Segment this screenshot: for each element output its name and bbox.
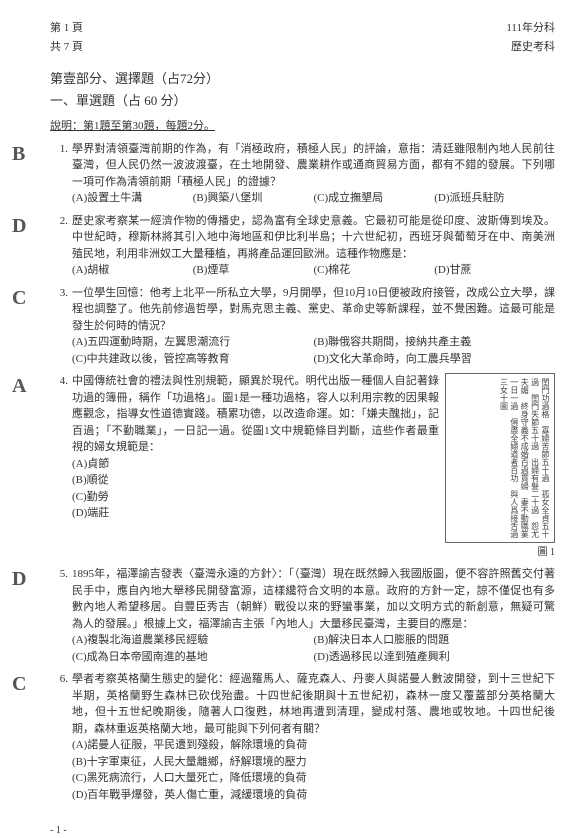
question-2: D 2. 歷史家考察某一經濟作物的傳播史，認為富有全球史意義。它最初可能是從印度… — [50, 213, 555, 279]
question-text: 一位學生回憶：他考上北平一所私立大學，9月開學，但10月10日便被政府接管，改成… — [72, 285, 555, 335]
year-line: 111年分科 — [506, 20, 555, 37]
question-text: 1895年，福澤諭吉發表〈臺灣永遠的方針〉：「（臺灣）現在既然歸入我國版圖，便不… — [72, 566, 555, 632]
question-number: 6. — [50, 671, 68, 688]
page-footer: - 1 - — [50, 823, 585, 838]
options-row: (A)設置土牛溝 (B)興築八堡圳 (C)成立撫墾局 (D)派班兵駐防 — [72, 190, 555, 207]
option-d: (D)百年戰爭爆發，英人傷亡重，減緩環境的負荷 — [72, 787, 555, 804]
question-number: 1. — [50, 141, 68, 158]
handwritten-answer: D — [12, 211, 26, 241]
options-row: (A)諾曼人征服，平民遭到殘殺，解除環境的負荷 (B)十字軍東征，人民大量離鄉，… — [72, 737, 555, 803]
sub-title: 一、單選題（占 60 分） — [50, 91, 555, 111]
handwritten-answer: D — [12, 564, 26, 594]
handwritten-answer: A — [12, 371, 26, 401]
option-d: (D)甘蔗 — [434, 262, 555, 279]
question-number: 4. — [50, 373, 68, 390]
option-a: (A)五四運動時期，左翼思潮流行 — [72, 334, 314, 351]
option-c: (C)中共建政以後，管控高等教育 — [72, 351, 314, 368]
option-d: (D)文化大革命時，向工農兵學習 — [314, 351, 556, 368]
question-1: B 1. 學界對清領臺灣前期的作為，有「消極政府，積極人民」的評論，意指：清廷雖… — [50, 141, 555, 207]
figure-1-label: 圖 1 — [445, 545, 555, 560]
header-row-1: 第 1 頁 111年分科 — [50, 20, 555, 37]
option-c: (C)成為日本帝國南進的基地 — [72, 649, 314, 666]
figure-1-box: 閨門功過格 寡婦苦節五十過 孤女全貞五十過 閨門失節五十過 出婦有髮二十過 怨尤… — [445, 373, 555, 543]
options-row: (A)胡椒 (B)煙草 (C)棉花 (D)甘蔗 — [72, 262, 555, 279]
option-a: (A)胡椒 — [72, 262, 193, 279]
page-total: 共 7 頁 — [50, 39, 83, 56]
option-b: (B)煙草 — [193, 262, 314, 279]
options-row: (A)複製北海道農業移民經驗 (B)解決日本人口膨脹的問題 (C)成為日本帝國南… — [72, 632, 555, 665]
option-b: (B)十字軍東征，人民大量離鄉，紓解環境的壓力 — [72, 754, 555, 771]
page-container: 第 1 頁 111年分科 共 7 頁 歷史考科 第壹部分、選擇題（占72分） 一… — [0, 0, 585, 819]
question-text: 歷史家考察某一經濟作物的傳播史，認為富有全球史意義。它最初可能是從印度、波斯傳到… — [72, 213, 555, 263]
option-c: (C)黑死病流行，人口大量死亡，降低環境的負荷 — [72, 770, 555, 787]
option-a: (A)貞節 — [72, 456, 439, 473]
option-a: (A)諾曼人征服，平民遭到殘殺，解除環境的負荷 — [72, 737, 555, 754]
options-row: (A)五四運動時期，左翼思潮流行 (B)聯俄容共期間，接納共產主義 (C)中共建… — [72, 334, 555, 367]
question-text: 學界對清領臺灣前期的作為，有「消極政府，積極人民」的評論，意指：清廷雖限制內地人… — [72, 141, 555, 191]
page-current: 第 1 頁 — [50, 20, 83, 37]
question-3: C 3. 一位學生回憶：他考上北平一所私立大學，9月開學，但10月10日便被政府… — [50, 285, 555, 368]
options-row: (A)貞節 (B)順從 (C)勤勞 (D)端莊 — [72, 456, 439, 522]
question-6: C 6. 學者考察英格蘭生態史的變化：經過羅馬人、薩克森人、丹麥人與諾曼人數波開… — [50, 671, 555, 803]
option-c: (C)勤勞 — [72, 489, 439, 506]
option-b: (B)順從 — [72, 472, 439, 489]
question-text: 學者考察英格蘭生態史的變化：經過羅馬人、薩克森人、丹麥人與諾曼人數波開發，到十三… — [72, 671, 555, 737]
option-d: (D)透過移民以達到殖產興利 — [314, 649, 556, 666]
question-number: 3. — [50, 285, 68, 302]
option-b: (B)解決日本人口膨脹的問題 — [314, 632, 556, 649]
question-text: 中國傳統社會的禮法與性別規範，顯異於現代。明代出版一種個人自記著錄功過的簿冊，稱… — [72, 373, 439, 456]
instruction-text: 說明：第1題至第30題，每題2分。 — [50, 118, 555, 135]
option-d: (D)端莊 — [72, 505, 439, 522]
question-number: 5. — [50, 566, 68, 583]
handwritten-answer: C — [12, 283, 26, 313]
question-4: A 4. 中國傳統社會的禮法與性別規範，顯異於現代。明代出版一種個人自記著錄功過… — [50, 373, 555, 560]
header-row-2: 共 7 頁 歷史考科 — [50, 39, 555, 56]
part-title: 第壹部分、選擇題（占72分） — [50, 69, 555, 89]
question-number: 2. — [50, 213, 68, 230]
option-b: (B)興築八堡圳 — [193, 190, 314, 207]
subject-line: 歷史考科 — [511, 39, 555, 56]
option-c: (C)棉花 — [314, 262, 435, 279]
handwritten-answer: B — [12, 139, 25, 169]
option-b: (B)聯俄容共期間，接納共產主義 — [314, 334, 556, 351]
option-a: (A)設置土牛溝 — [72, 190, 193, 207]
option-a: (A)複製北海道農業移民經驗 — [72, 632, 314, 649]
question-5: D 5. 1895年，福澤諭吉發表〈臺灣永遠的方針〉：「（臺灣）現在既然歸入我國… — [50, 566, 555, 665]
option-d: (D)派班兵駐防 — [434, 190, 555, 207]
handwritten-answer: C — [12, 669, 26, 699]
option-c: (C)成立撫墾局 — [314, 190, 435, 207]
